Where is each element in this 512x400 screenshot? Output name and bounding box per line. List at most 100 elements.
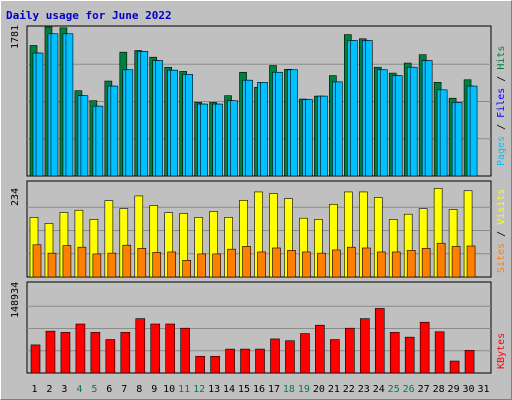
bar-sites (391, 251, 401, 278)
legend-entry: / (496, 225, 507, 243)
bar-kbytes (135, 318, 146, 374)
x-tick-label: 14 (223, 384, 235, 395)
x-tick-label: 27 (418, 384, 430, 395)
legend-entry: Pages (496, 136, 507, 166)
legend-entry: Files (496, 88, 507, 118)
x-tick-label: 7 (121, 384, 127, 395)
bar-pages (335, 81, 343, 177)
x-tick-label: 10 (163, 384, 175, 395)
x-tick-label: 2 (46, 384, 52, 395)
bar-kbytes (75, 323, 86, 374)
bar-pages (125, 69, 134, 177)
x-tick-label: 16 (253, 384, 265, 395)
x-tick-label: 15 (238, 384, 250, 395)
bar-pages (65, 33, 74, 177)
bar-pages (275, 71, 283, 177)
bar-pages (290, 69, 298, 177)
bar-pages (110, 85, 119, 177)
bar-pages (260, 81, 268, 177)
bar-kbytes (419, 321, 430, 374)
bar-kbytes (195, 355, 205, 374)
bar-kbytes (464, 349, 475, 374)
bar-pages (454, 102, 463, 177)
bar-sites (92, 253, 102, 278)
bar-pages (439, 89, 448, 177)
bar-pages (35, 52, 44, 177)
x-tick-label: 22 (343, 384, 355, 395)
chart-title: Daily usage for June 2022 (6, 9, 172, 22)
bar-kbytes (404, 336, 415, 374)
bar-pages (245, 79, 253, 177)
x-tick-label: 28 (433, 384, 445, 395)
bar-sites (332, 249, 341, 278)
bar-sites (77, 246, 87, 278)
bar-pages (364, 40, 373, 177)
x-tick-label: 9 (151, 384, 157, 395)
bar-sites (257, 251, 266, 278)
bar-sites (451, 246, 461, 278)
x-tick-label: 17 (268, 384, 280, 395)
bar-sites (466, 245, 476, 278)
ymax-label-hits-files-pages: 1781 (10, 25, 21, 49)
bar-sites (62, 245, 72, 278)
bar-pages (215, 103, 223, 177)
bar-sites (406, 250, 416, 278)
bar-kbytes (449, 360, 460, 374)
bar-kbytes (359, 318, 370, 374)
x-tick-label: 1 (31, 384, 37, 395)
x-tick-label: 29 (448, 384, 460, 395)
bar-pages (320, 95, 328, 177)
bar-kbytes (330, 339, 340, 374)
bar-sites (152, 252, 162, 278)
bar-sites (197, 253, 206, 278)
bar-kbytes (240, 348, 250, 374)
bar-sites (436, 242, 446, 278)
bar-kbytes (345, 327, 355, 374)
legend-entry: / (496, 118, 507, 136)
bar-sites (227, 248, 236, 278)
x-tick-label: 23 (358, 384, 370, 395)
ymax-label-visits-sites: 234 (10, 188, 21, 206)
bar-sites (107, 252, 117, 278)
bar-sites (242, 246, 251, 278)
bar-pages (50, 33, 59, 177)
x-tick-label: 31 (477, 384, 489, 395)
bar-pages (95, 105, 104, 177)
bar-sites (421, 248, 431, 278)
bar-pages (394, 75, 403, 177)
bar-kbytes (105, 339, 116, 374)
x-tick-label: 5 (91, 384, 97, 395)
bar-pages (379, 69, 388, 177)
bar-pages (155, 60, 164, 177)
x-tick-label: 19 (298, 384, 310, 395)
bar-kbytes (300, 333, 310, 374)
x-tick-label: 12 (193, 384, 205, 395)
bar-sites (182, 260, 191, 278)
bar-sites (347, 246, 356, 278)
legend-visits-sites: Sites / Visits (496, 189, 507, 273)
bar-kbytes (285, 340, 295, 374)
bar-pages (80, 95, 89, 177)
legend-entry: KBytes (496, 333, 507, 369)
x-tick-label: 21 (328, 384, 340, 395)
legend-kbytes: KBytes (496, 333, 507, 369)
bar-kbytes (225, 348, 235, 374)
bar-sites (122, 244, 132, 278)
legend-entry: Visits (496, 189, 507, 225)
x-tick-label: 13 (208, 384, 220, 395)
legend-entry: Hits (496, 46, 507, 70)
legend-hits-files-pages: Pages / Files / Hits (496, 46, 507, 166)
bar-pages (350, 40, 358, 177)
bar-sites (137, 248, 147, 278)
bar-sites (287, 250, 296, 278)
bar-kbytes (315, 324, 325, 374)
bar-sites (376, 251, 386, 278)
bar-pages (185, 74, 193, 177)
bar-kbytes (180, 327, 190, 374)
x-tick-label: 8 (136, 384, 142, 395)
x-tick-label: 6 (106, 384, 112, 395)
x-tick-label: 24 (373, 384, 385, 395)
x-tick-label: 11 (178, 384, 190, 395)
